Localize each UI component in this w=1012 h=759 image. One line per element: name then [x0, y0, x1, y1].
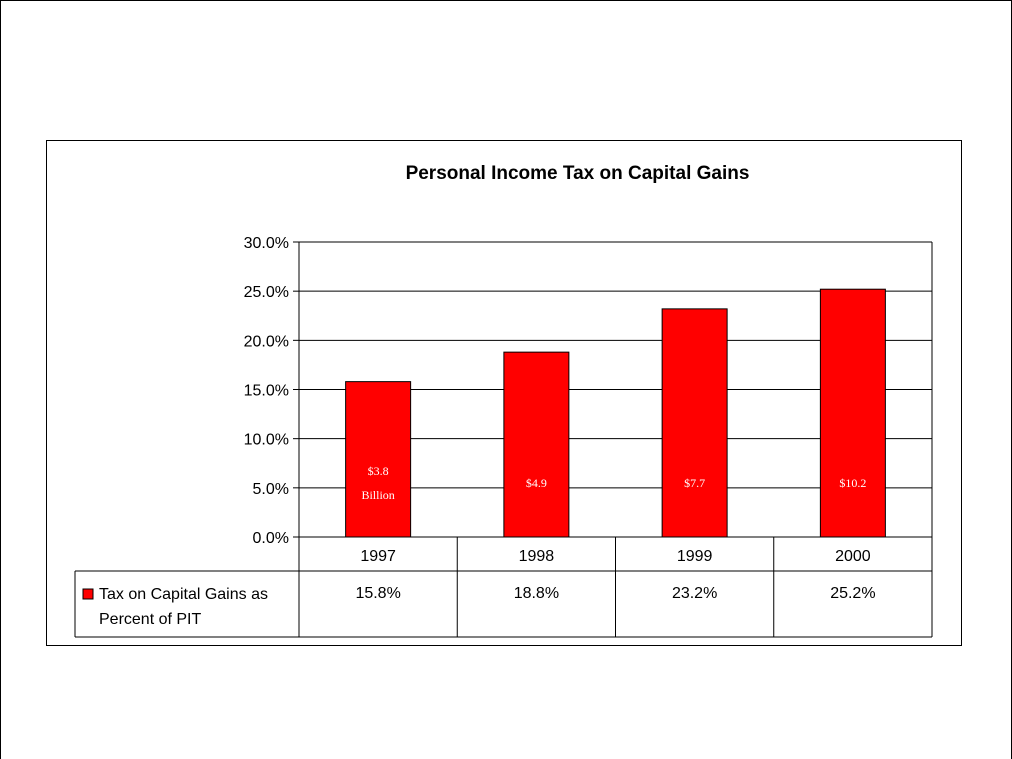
- y-tick-label: 25.0%: [244, 284, 289, 301]
- table-value: 23.2%: [672, 585, 717, 602]
- bar: [345, 381, 412, 538]
- legend-label: Tax on Capital Gains as: [99, 586, 268, 603]
- bar: [819, 288, 886, 538]
- x-tick-label: 1997: [360, 548, 396, 565]
- table-value: 18.8%: [514, 585, 559, 602]
- y-tick-label: 5.0%: [253, 481, 289, 498]
- y-tick-label: 15.0%: [244, 383, 289, 400]
- chart-title: Personal Income Tax on Capital Gains: [406, 163, 750, 184]
- table-value: 25.2%: [830, 585, 875, 602]
- legend-label: Percent of PIT: [99, 611, 201, 628]
- table-value: 15.8%: [355, 585, 400, 602]
- y-tick-label: 10.0%: [244, 432, 289, 449]
- x-tick-label: 2000: [835, 548, 871, 565]
- bar-chart: Personal Income Tax on Capital Gains 0.0%…: [74, 163, 933, 638]
- x-tick-label: 1999: [677, 548, 713, 565]
- bar-data-label: Billion: [361, 488, 394, 502]
- x-tick-label: 1998: [519, 548, 555, 565]
- bar-data-label: $4.9: [526, 476, 547, 490]
- bar-data-label: $3.8: [368, 464, 389, 478]
- y-tick-label: 0.0%: [253, 530, 289, 547]
- chart-area: Personal Income Tax on Capital Gains 0.0%…: [46, 140, 962, 646]
- legend-key: [82, 588, 94, 600]
- bar: [661, 308, 728, 538]
- y-tick-label: 30.0%: [244, 235, 289, 252]
- y-tick-label: 20.0%: [244, 333, 289, 350]
- bar-data-label: $7.7: [684, 476, 705, 490]
- bar: [503, 351, 570, 538]
- bar-data-label: $10.2: [839, 476, 866, 490]
